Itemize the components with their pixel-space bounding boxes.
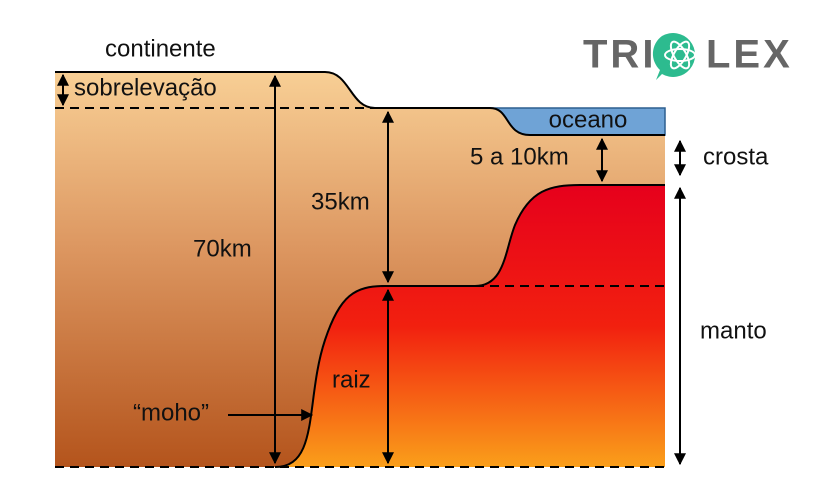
logo-text: TRI [583, 33, 656, 77]
label: manto [700, 317, 767, 344]
label: “moho” [133, 399, 209, 426]
label: 70km [193, 235, 252, 262]
label: crosta [703, 143, 769, 170]
logo-text: LEX [706, 33, 793, 77]
mantle [275, 185, 665, 467]
label: raiz [332, 366, 371, 393]
label: oceano [549, 106, 628, 133]
label: 35km [311, 188, 370, 215]
label: sobrelevação [74, 74, 217, 101]
logo-icon [652, 32, 696, 80]
label: continente [105, 35, 216, 62]
label: 5 a 10km [470, 143, 569, 170]
